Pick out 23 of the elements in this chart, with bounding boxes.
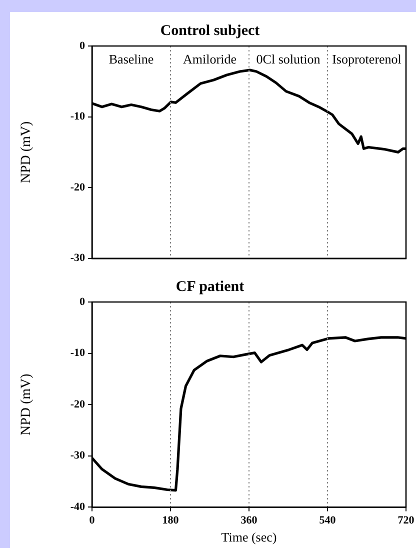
y-tick-label: -40 <box>70 501 86 514</box>
annotation: Baseline <box>108 51 154 66</box>
y-tick-label: -30 <box>70 252 86 264</box>
y-axis-title: NPD (mV) <box>19 120 34 184</box>
y-axis-title: NPD (mV) <box>19 373 34 436</box>
x-tick-label: 180 <box>162 514 180 527</box>
y-tick-label: -20 <box>70 181 86 194</box>
y-tick-label: 0 <box>80 296 86 308</box>
y-tick-label: -10 <box>70 110 86 123</box>
annotation: Amiloride <box>183 51 237 66</box>
y-tick-label: 0 <box>80 40 86 52</box>
annotation: Isoproterenol <box>332 51 402 66</box>
y-tick-label: -30 <box>70 450 86 462</box>
chart-title: CF patient <box>176 278 244 295</box>
y-tick-label: -10 <box>70 347 86 360</box>
chart-title: Control subject <box>160 22 260 39</box>
x-tick-label: 0 <box>89 514 96 527</box>
x-tick-label: 540 <box>319 514 336 527</box>
annotation: 0Cl solution <box>256 51 321 66</box>
y-tick-label: -20 <box>70 398 86 410</box>
x-tick-label: 360 <box>240 514 258 527</box>
x-tick-label: 720 <box>398 514 415 527</box>
x-axis-title: Time (sec) <box>221 530 277 545</box>
